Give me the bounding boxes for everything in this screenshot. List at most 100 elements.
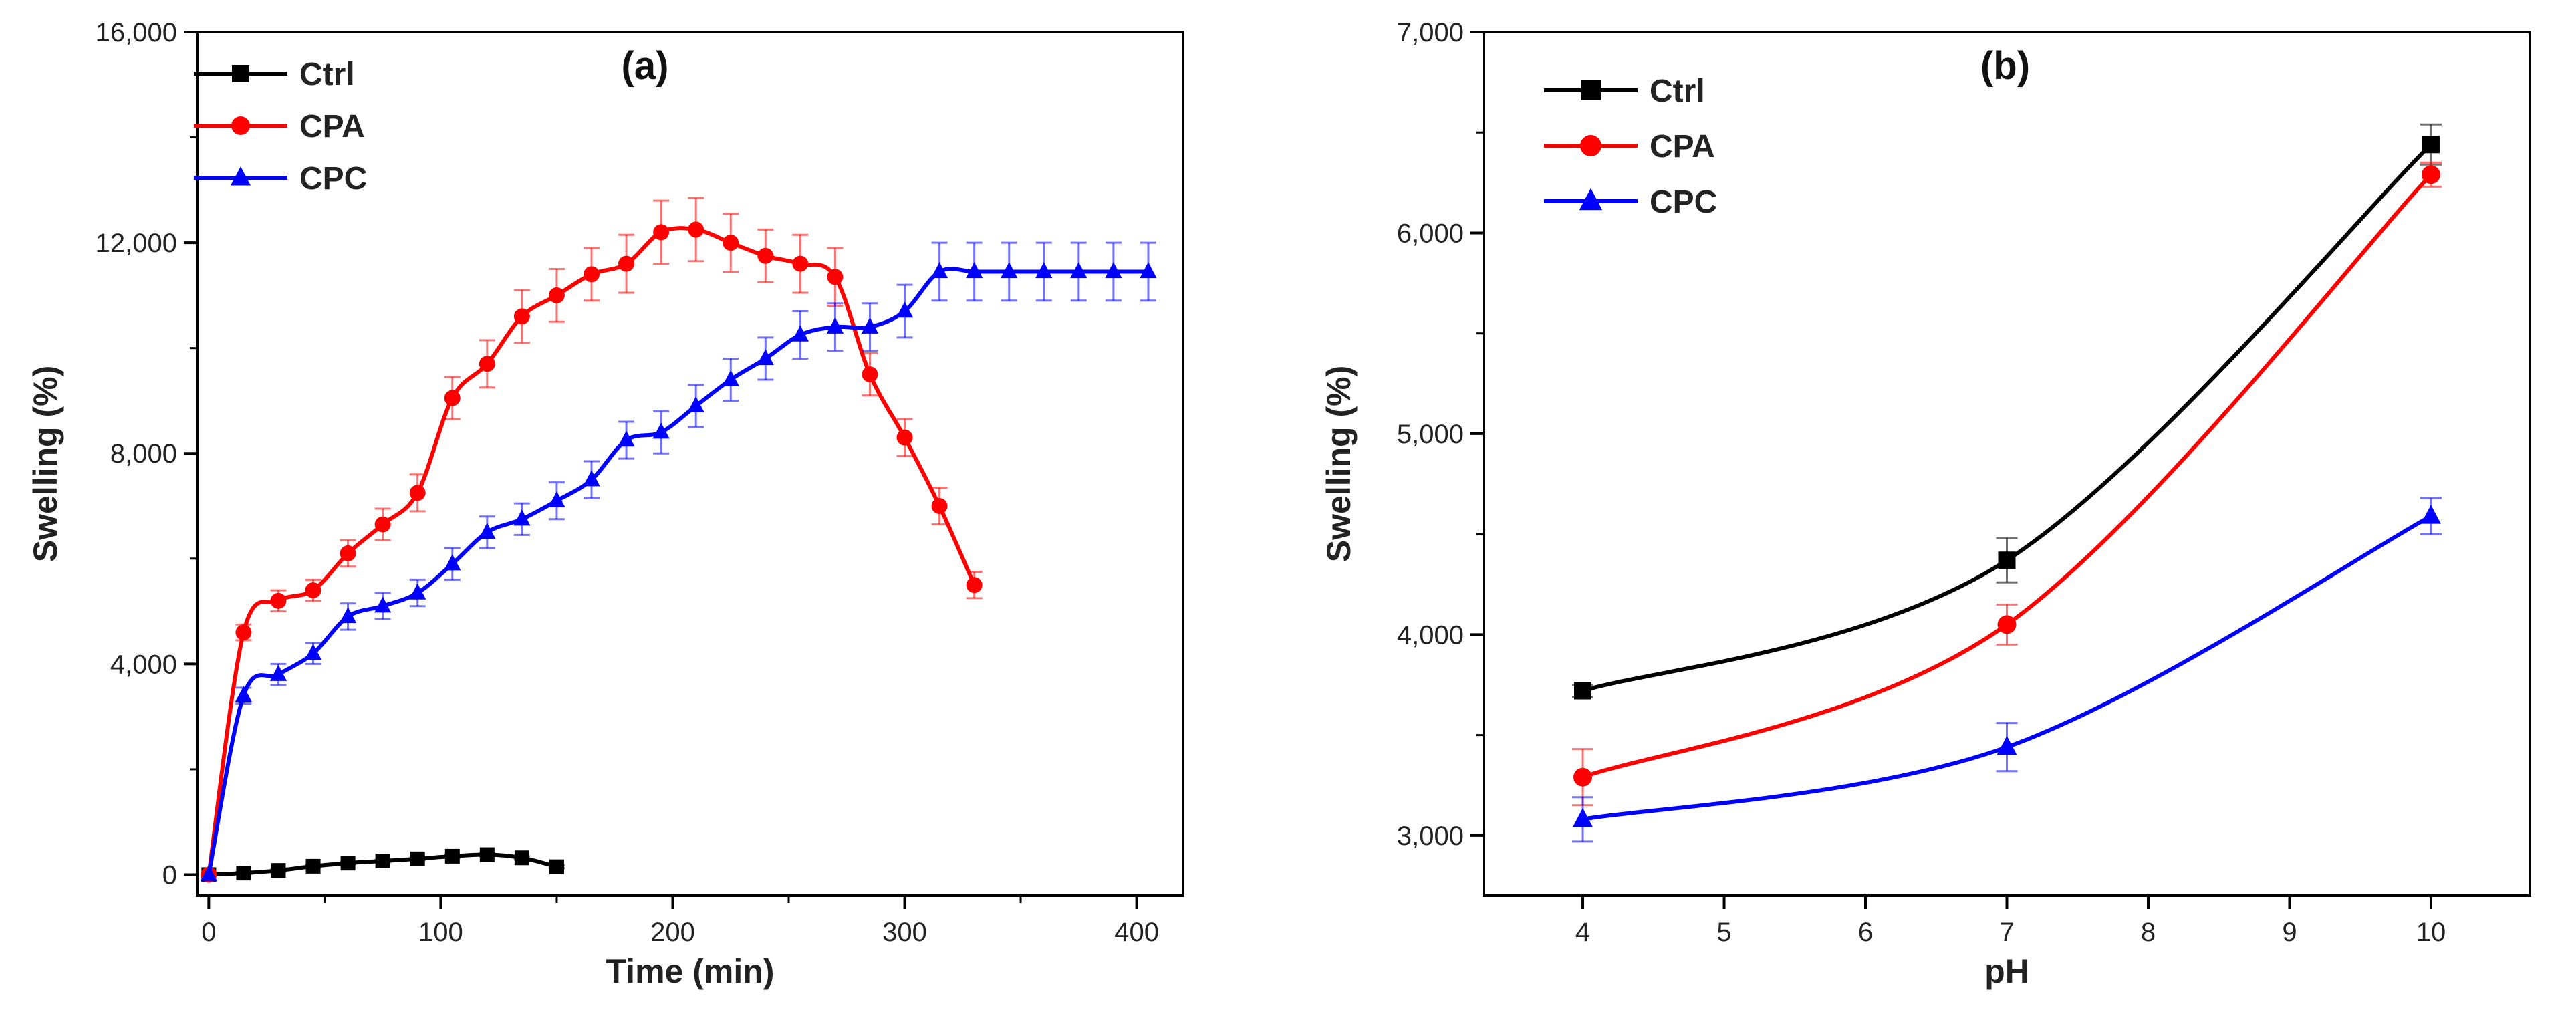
data-point [722, 370, 739, 386]
data-point [2421, 505, 2441, 524]
legend-entry: CPA [1544, 129, 1715, 164]
data-point [444, 390, 461, 406]
data-point [1997, 735, 2017, 755]
x-tick-label: 7 [1999, 918, 2014, 947]
series-line [207, 226, 977, 877]
series-cpa [201, 197, 983, 883]
data-point [375, 854, 390, 869]
data-point [583, 470, 600, 487]
x-tick-label: 300 [882, 918, 927, 947]
y-tick-label: 4,000 [110, 650, 177, 679]
data-point [1105, 262, 1122, 279]
data-point [1998, 551, 2016, 569]
data-point [200, 865, 218, 882]
series-ctrl [201, 847, 565, 882]
data-point [896, 301, 914, 318]
legend-marker [1580, 135, 1601, 156]
series-cpc [1572, 497, 2442, 843]
data-point [792, 255, 809, 272]
data-point [305, 858, 321, 874]
x-tick-label: 10 [2416, 918, 2446, 947]
data-point [305, 582, 321, 599]
data-point [2422, 136, 2440, 154]
data-point [340, 856, 356, 871]
legend-label: Ctrl [1650, 74, 1705, 109]
data-point [1574, 682, 1592, 700]
data-point [757, 349, 774, 366]
data-point [236, 866, 251, 881]
y-tick-label: 12,000 [96, 229, 177, 258]
data-point [513, 509, 531, 526]
x-tick-label: 200 [650, 918, 695, 947]
x-tick-label: 4 [1575, 918, 1590, 947]
y-axis-title: Swelling (%) [1320, 366, 1358, 562]
data-point [304, 644, 322, 660]
data-point [444, 848, 460, 864]
data-point [965, 262, 983, 279]
legend-label: CPA [299, 109, 365, 144]
data-point [235, 624, 252, 641]
data-point [896, 429, 913, 446]
data-point [791, 325, 809, 342]
data-point [827, 269, 844, 285]
data-point [1573, 807, 1593, 827]
y-tick-label: 0 [162, 860, 177, 890]
data-point [584, 266, 600, 283]
y-axis-title: Swelling (%) [27, 366, 64, 562]
legend-label: Ctrl [299, 57, 355, 92]
legend-entry: Ctrl [1544, 74, 1705, 109]
data-point [826, 317, 844, 334]
legend-marker [232, 65, 249, 82]
data-point [1001, 262, 1018, 279]
data-point [687, 396, 704, 413]
legend-marker [231, 166, 251, 186]
data-point [688, 221, 704, 238]
data-point [548, 287, 565, 303]
data-point [340, 545, 356, 561]
data-point [513, 308, 530, 325]
data-point [374, 596, 392, 613]
y-tick-label: 7,000 [1397, 18, 1464, 47]
chart-a: 0 100 200 300 400 0 4,000 8,000 12,000 16,000 Time… [27, 18, 1184, 990]
data-point [618, 430, 635, 447]
data-point [409, 583, 426, 600]
plot-frame [196, 31, 1184, 897]
data-point [1070, 262, 1087, 279]
data-point [548, 491, 565, 507]
data-point [652, 422, 670, 439]
series-line [1581, 172, 2433, 779]
legend-label: CPC [299, 161, 367, 197]
y-tick-label: 5,000 [1397, 420, 1464, 449]
panel-label: (b) [1980, 44, 2030, 88]
data-point [862, 366, 878, 383]
data-point [757, 247, 774, 264]
y-tick-label: 4,000 [1397, 620, 1464, 650]
y-tick-label: 8,000 [110, 439, 177, 469]
y-tick-label: 16,000 [96, 18, 177, 47]
x-tick-label: 400 [1114, 918, 1159, 947]
data-point [479, 847, 495, 862]
x-tick-label: 0 [201, 918, 216, 947]
x-tick-label: 100 [418, 918, 463, 947]
data-point [549, 859, 564, 874]
data-point [618, 255, 635, 272]
series-cpa [1572, 161, 2442, 807]
x-tick-label: 9 [2282, 918, 2297, 947]
data-point [723, 235, 739, 251]
data-point [931, 498, 948, 515]
legend-marker [1581, 80, 1601, 100]
data-point [930, 262, 948, 279]
data-point [861, 317, 879, 334]
x-tick-label: 6 [1858, 918, 1873, 947]
data-point [514, 850, 529, 866]
data-point [1140, 262, 1157, 279]
x-tick-label: 5 [1716, 918, 1731, 947]
legend-entry: CPC [1544, 184, 1717, 220]
y-tick-label: 3,000 [1397, 821, 1464, 851]
series-line [207, 267, 1150, 877]
series-cpc [200, 241, 1157, 882]
data-point [235, 686, 253, 702]
data-point [410, 851, 425, 866]
x-axis-title: pH [1984, 952, 2029, 990]
